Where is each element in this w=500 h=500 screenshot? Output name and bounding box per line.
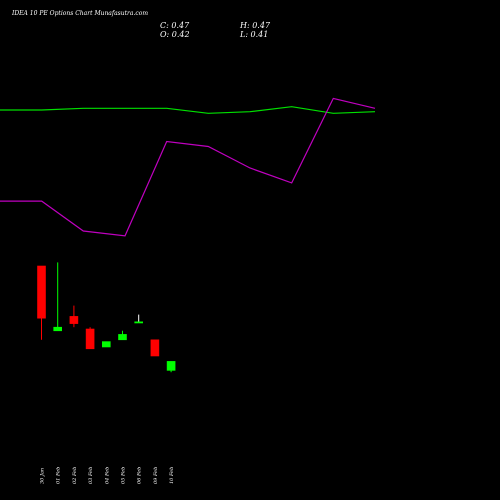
candle-body <box>150 339 160 357</box>
candle-body <box>166 361 176 371</box>
x-tick-label: 01 Feb <box>56 467 62 484</box>
ohlc-close: C: 0.47 <box>160 21 190 30</box>
x-tick-label: 09 Feb <box>153 467 159 484</box>
candle-body <box>53 326 63 332</box>
ohlc-open: O: 0.42 <box>160 30 190 39</box>
x-tick-label: 06 Feb <box>137 467 143 484</box>
candle-body <box>37 265 46 319</box>
x-tick-label: 03 Feb <box>88 467 94 484</box>
x-tick-label: 30 Jan <box>40 468 46 484</box>
x-tick-label: 05 Feb <box>121 467 127 484</box>
upper-band-line <box>0 106 376 114</box>
x-tick-label: 02 Feb <box>72 467 78 484</box>
chart-title: IDEA 10 PE Options Chart Munafasutra.com <box>12 10 149 17</box>
x-tick-label: 04 Feb <box>104 467 110 484</box>
candle-body <box>118 334 127 341</box>
ohlc-high: H: 0.47 <box>240 21 271 30</box>
candle-body <box>102 341 111 348</box>
lower-band-line <box>0 97 376 237</box>
x-tick-label: 10 Feb <box>169 467 175 484</box>
candle-body <box>85 328 95 350</box>
ohlc-low: L: 0.41 <box>240 30 269 39</box>
candle-body <box>69 316 79 324</box>
candle-body <box>134 321 143 324</box>
